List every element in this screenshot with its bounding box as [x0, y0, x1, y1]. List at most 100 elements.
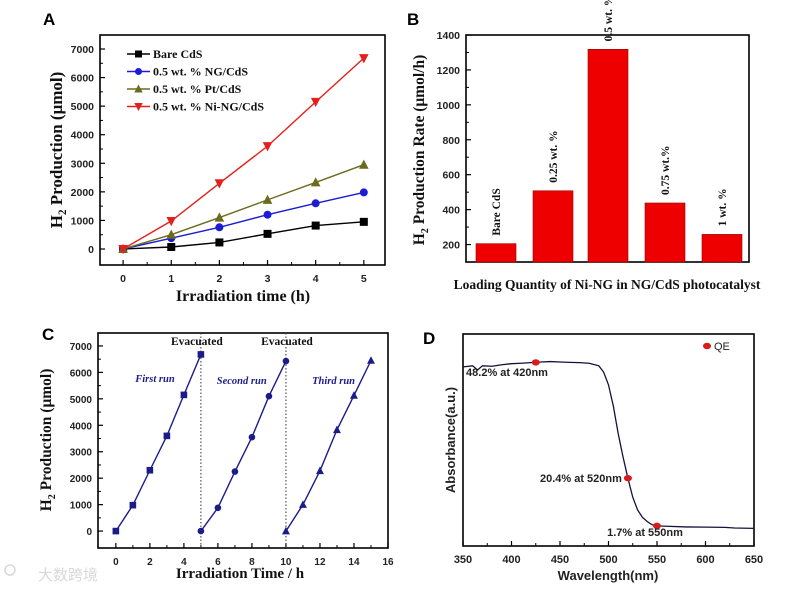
x-axis-label: Irradiation Time / h: [176, 566, 305, 582]
legend-label: 0.5 wt. % Ni-NG/CdS: [153, 100, 264, 114]
x-tick-label: 10: [280, 557, 292, 568]
run-label: Second run: [217, 376, 267, 387]
series-line: [122, 57, 365, 250]
y-tick-label: 7000: [71, 44, 95, 56]
x-tick-label: 350: [454, 554, 472, 566]
x-tick-label: 400: [502, 554, 520, 566]
series-line: [122, 191, 364, 250]
run-label: Third run: [312, 376, 355, 387]
series-3: [118, 54, 369, 255]
panel-b: B 200 400 600 800 1000 1200 1400 Bare CdS 0.25 wt…: [407, 0, 761, 292]
x-tick-label: 1: [168, 273, 174, 285]
y-tick-label: 3000: [70, 448, 93, 459]
y-tick-label: 5000: [71, 101, 95, 113]
data-point: [129, 501, 137, 509]
data-point: [359, 54, 369, 64]
run-line: [285, 360, 372, 532]
data-point: [167, 243, 176, 251]
x-axis-label: Loading Quantity of Ni-NG in NG/CdS phot…: [454, 277, 761, 292]
panel-label: B: [407, 10, 419, 29]
absorbance-curve: [462, 360, 755, 530]
bar-label: 0.5 wt. %: [603, 0, 615, 41]
bar-label: 0.25 wt. %: [548, 130, 560, 182]
series-0: [119, 217, 368, 253]
y-tick-label: 7000: [70, 342, 93, 353]
qe-label: 48.2% at 420nm: [466, 367, 548, 379]
bar: [701, 234, 743, 263]
y-tick-label: 4000: [71, 130, 95, 142]
x-tick-label: 5: [361, 273, 367, 285]
qe-point: [623, 474, 632, 482]
data-point: [146, 466, 154, 474]
data-point: [112, 527, 120, 535]
series-line: [123, 221, 364, 250]
x-tick-label: 12: [314, 557, 326, 568]
panel-label: D: [423, 329, 435, 348]
x-tick-label: 6: [215, 557, 221, 568]
legend-marker: [134, 103, 143, 112]
data-point: [298, 500, 307, 508]
x-axis-label: Wavelength(nm): [558, 568, 659, 583]
watermark-logo-icon: [4, 564, 16, 576]
data-point: [333, 425, 341, 434]
y-tick-label: 1200: [437, 65, 461, 77]
y-tick-label: 200: [442, 240, 460, 252]
run-2: Third run: [281, 356, 375, 535]
y-tick-label: 0: [86, 527, 92, 538]
panel-label: C: [42, 325, 54, 344]
legend: Bare CdS 0.5 wt. % NG/CdS 0.5 wt. % Pt/CdS…: [127, 47, 264, 114]
y-tick-label: 1000: [70, 501, 93, 512]
plot-frame: [99, 34, 386, 266]
run-1: Second run: [197, 357, 290, 535]
data-point: [265, 392, 273, 400]
y-tick-label: 800: [442, 135, 460, 147]
qe-point: [653, 522, 661, 530]
x-tick-label: 8: [249, 557, 255, 568]
data-point: [310, 177, 321, 187]
data-point: [359, 217, 368, 226]
run-label: First run: [134, 374, 175, 385]
y-axis-label: H2 Production (μmol): [47, 72, 69, 229]
data-point: [231, 468, 239, 475]
x-tick-label: 650: [745, 554, 763, 566]
panel-d: D 350 400 450 500 550 600 650 48.2% at 420nm 20.4…: [423, 329, 763, 583]
data-point: [163, 432, 171, 440]
run-0: First run: [112, 351, 205, 535]
x-tick-label: 600: [696, 554, 714, 566]
data-point: [248, 433, 256, 441]
data-point: [350, 391, 358, 399]
panel-label: A: [43, 10, 55, 29]
plot-frame: [462, 333, 755, 547]
data-point: [367, 356, 375, 364]
data-point: [262, 194, 273, 204]
y-tick-label: 1000: [437, 100, 461, 112]
data-point: [262, 142, 273, 152]
evacuated-label: Evacuated: [171, 336, 223, 348]
x-tick-label: 14: [348, 557, 360, 568]
x-tick-label: 4: [313, 273, 319, 285]
panel-c: C 0 1000 2000 3000 4000 5000 6000 7000 0 2 4 6 8 10 12 1…: [38, 325, 394, 582]
y-tick-label: 2000: [71, 187, 95, 199]
data-point: [197, 351, 205, 358]
data-point: [281, 526, 290, 535]
data-point: [166, 217, 177, 227]
data-point: [310, 97, 321, 108]
run-line: [115, 354, 202, 532]
qe-label: 1.7% at 550nm: [607, 527, 683, 539]
x-tick-label: 0: [120, 273, 126, 285]
data-point: [214, 212, 225, 222]
series-1: [119, 188, 368, 253]
y-tick-label: 0: [88, 244, 94, 256]
data-point: [359, 188, 368, 197]
data-point: [118, 245, 128, 255]
bar-label: Bare CdS: [491, 188, 503, 235]
y-axis-label: H2 Production (μmol): [38, 369, 58, 512]
y-tick-label: 5000: [70, 395, 93, 406]
data-point: [316, 466, 324, 475]
x-tick-label: 500: [599, 554, 617, 566]
x-tick-label: 0: [113, 557, 119, 568]
y-axis-label: H2 Production Rate (μmol/h): [411, 55, 431, 246]
evacuated-label: Evacuated: [261, 336, 313, 348]
legend-label: QE: [714, 341, 730, 353]
